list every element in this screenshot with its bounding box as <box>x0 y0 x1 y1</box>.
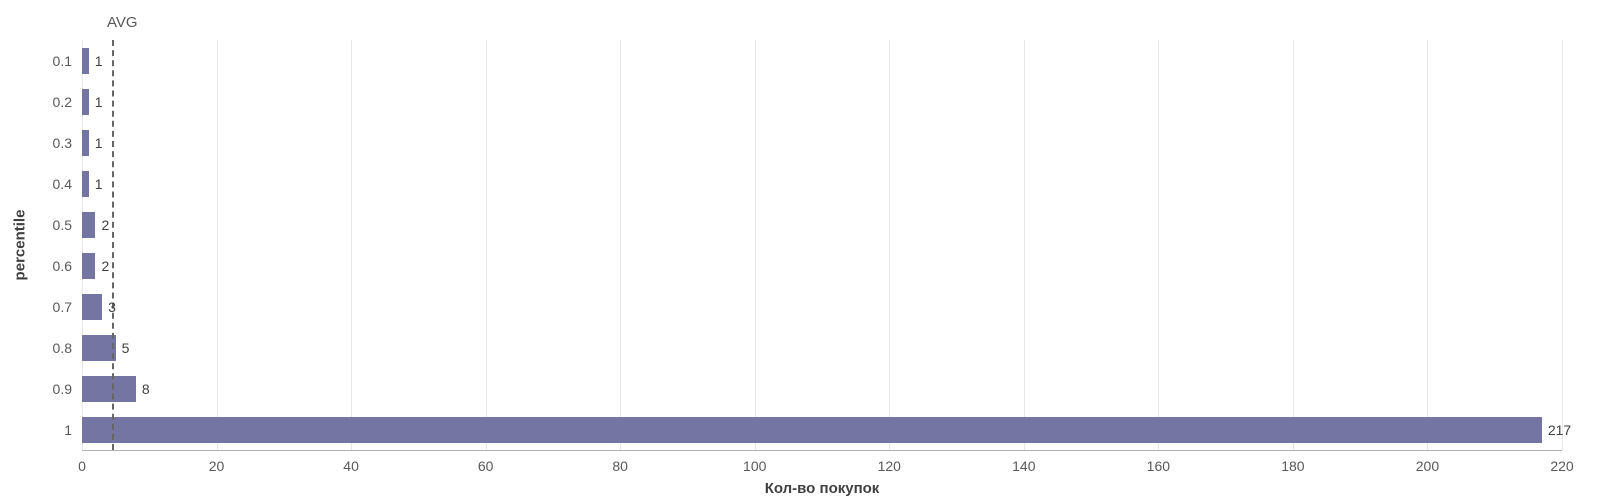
y-axis-title: percentile <box>12 210 29 281</box>
bar-value-label: 1 <box>95 53 103 69</box>
bar <box>82 171 89 197</box>
bar <box>82 417 1542 443</box>
avg-label: AVG <box>107 14 138 31</box>
bar <box>82 130 89 156</box>
bar <box>82 376 136 402</box>
y-tick-label: 0.1 <box>32 53 72 69</box>
x-tick-label: 20 <box>209 458 225 474</box>
x-tick-label: 140 <box>1012 458 1035 474</box>
x-tick-label: 220 <box>1550 458 1573 474</box>
x-tick-label: 80 <box>612 458 628 474</box>
x-tick-label: 60 <box>478 458 494 474</box>
y-tick-label: 0.7 <box>32 299 72 315</box>
x-tick-label: 160 <box>1147 458 1170 474</box>
y-tick-label: 1 <box>32 422 72 438</box>
bar-value-label: 1 <box>95 176 103 192</box>
y-tick-label: 0.9 <box>32 381 72 397</box>
x-tick-label: 0 <box>78 458 86 474</box>
y-tick-label: 0.8 <box>32 340 72 356</box>
x-tick-label: 180 <box>1281 458 1304 474</box>
x-tick-label: 200 <box>1416 458 1439 474</box>
bar-value-label: 8 <box>142 381 150 397</box>
percentile-bar-chart: 0 20 40 60 80 100 120 140 160 180 200 220 0.1 1 0.2 1 0.… <box>0 0 1600 503</box>
bar <box>82 335 116 361</box>
x-gridline <box>755 40 756 450</box>
x-gridline <box>351 40 352 450</box>
x-axis-line <box>82 450 1562 451</box>
x-gridline <box>217 40 218 450</box>
bar-value-label: 2 <box>101 258 109 274</box>
bar-value-label: 3 <box>108 299 116 315</box>
bar <box>82 294 102 320</box>
x-axis-title: Кол-во покупок <box>765 480 880 497</box>
x-tick-label: 100 <box>743 458 766 474</box>
x-gridline <box>889 40 890 450</box>
bar <box>82 253 95 279</box>
y-tick-label: 0.2 <box>32 94 72 110</box>
plot-area <box>82 40 1562 450</box>
x-gridline <box>620 40 621 450</box>
y-tick-label: 0.4 <box>32 176 72 192</box>
y-tick-label: 0.3 <box>32 135 72 151</box>
bar <box>82 48 89 74</box>
x-tick-label: 120 <box>878 458 901 474</box>
bar <box>82 89 89 115</box>
avg-reference-line <box>112 40 114 450</box>
x-gridline <box>1024 40 1025 450</box>
bar-value-label: 1 <box>95 94 103 110</box>
bar-value-label: 5 <box>122 340 130 356</box>
x-gridline <box>1427 40 1428 450</box>
bar-value-label: 1 <box>95 135 103 151</box>
bar-value-label: 2 <box>101 217 109 233</box>
bar <box>82 212 95 238</box>
x-tick-label: 40 <box>343 458 359 474</box>
x-gridline <box>486 40 487 450</box>
y-tick-label: 0.5 <box>32 217 72 233</box>
x-gridline <box>1562 40 1563 450</box>
y-tick-label: 0.6 <box>32 258 72 274</box>
x-gridline <box>1293 40 1294 450</box>
x-gridline <box>1158 40 1159 450</box>
bar-value-label: 217 <box>1548 422 1571 438</box>
